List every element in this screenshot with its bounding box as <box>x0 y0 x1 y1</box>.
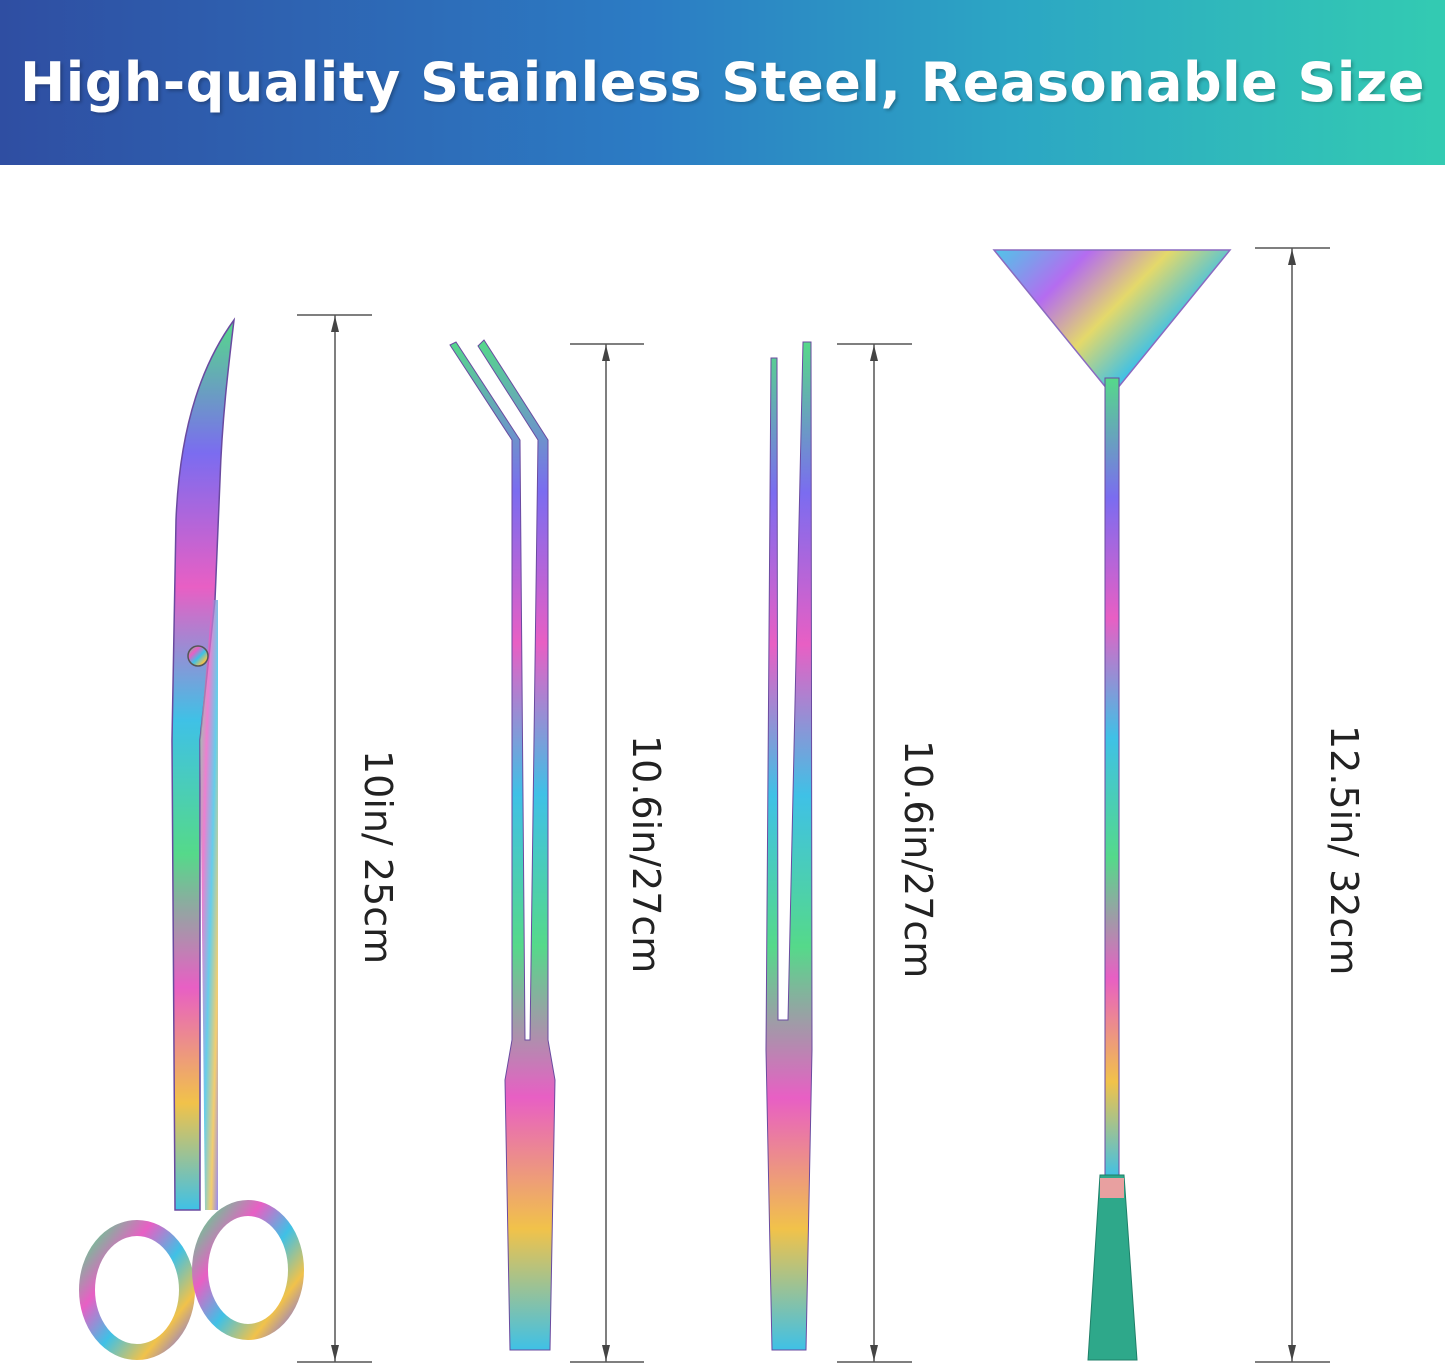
dimension-line-curved-tweezers <box>570 343 644 1363</box>
scissors-image <box>79 317 304 1360</box>
spatula-size-label: 12.5in/ 32cm <box>1322 725 1366 976</box>
scissors-size-label: 10in/ 25cm <box>356 750 400 965</box>
straight-tweezers-size-label: 10.6in/27cm <box>896 740 940 979</box>
dimension-line-spatula <box>1255 247 1330 1363</box>
curved-tweezers-size-label: 10.6in/27cm <box>624 735 668 974</box>
straight-tweezers-image <box>765 341 813 1351</box>
dimension-line-straight-tweezers <box>837 343 912 1363</box>
header-banner: High-quality Stainless Steel, Reasonable… <box>0 0 1445 165</box>
curved-tweezers-image <box>449 339 556 1351</box>
banner-title: High-quality Stainless Steel, Reasonable… <box>20 51 1425 114</box>
spatula-image <box>992 249 1232 1361</box>
dimension-line-scissors <box>297 314 372 1363</box>
